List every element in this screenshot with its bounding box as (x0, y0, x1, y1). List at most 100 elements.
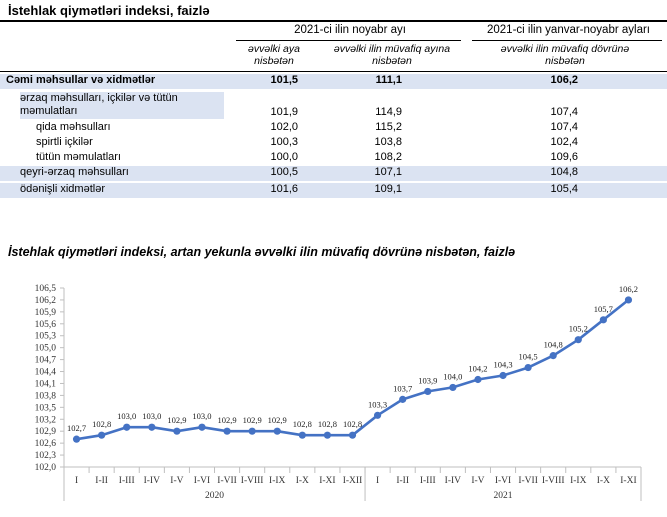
x-tick-label: I-XII (343, 476, 363, 486)
row-value-prev-year-month: 107,1 (374, 166, 402, 178)
data-label: 102,8 (92, 419, 111, 429)
table-row: qida məhsulları 102,0 115,2 107,4 (0, 121, 667, 135)
data-point (323, 431, 332, 439)
header-rule-left (236, 40, 461, 41)
x-tick-label: I-VIII (542, 476, 565, 486)
x-tick-label: I-IV (144, 476, 160, 486)
row-value-prev-year-period: 109,6 (550, 151, 578, 163)
y-tick-label: 102,6 (35, 439, 57, 449)
header-bottom-rule (0, 71, 667, 72)
y-tick-label: 103,2 (35, 415, 57, 425)
y-tick-label: 105,3 (35, 332, 57, 342)
row-value-prev-year-month: 111,1 (375, 74, 402, 86)
x-tick-label: I-VI (495, 476, 511, 486)
data-label: 102,8 (343, 419, 362, 429)
subheader-prev-month: əvvəlki aya nisbətən (248, 43, 300, 67)
x-tick-label: I-II (396, 476, 409, 486)
cpi-line-chart: 102,0 102,3 102,6 102,9 103,2 103,5 103,8 104,1… (35, 284, 642, 501)
data-label: 103,7 (393, 383, 412, 393)
x-tick-label: I-VI (194, 476, 210, 486)
x-tick-label: I-III (420, 476, 436, 486)
data-point (248, 427, 256, 435)
header-november: 2021-ci ilin noyabr ayı (294, 24, 406, 36)
data-label: 104,8 (544, 340, 563, 350)
x-tick-label: I-IV (445, 476, 461, 486)
data-label: 104,5 (519, 352, 538, 362)
data-label: 106,2 (619, 284, 638, 294)
x-tick-label: I-IX (269, 476, 285, 486)
row-label: Cəmi məhsullar və xidmətlər (6, 74, 156, 86)
data-label: 103,9 (418, 375, 437, 385)
data-label: 103,0 (117, 411, 136, 421)
subheader-prev-year-period: əvvəlki ilin müvafiq dövrünə nisbətən (500, 43, 630, 67)
row-value-prev-year-month: 109,1 (374, 183, 402, 195)
x-tick-label: I-X (296, 476, 309, 486)
row-label: ödənişli xidmətlər (20, 183, 105, 195)
data-point (98, 431, 106, 439)
data-label: 102,8 (318, 419, 337, 429)
x-tick-label: I (75, 476, 78, 486)
row-value-prev-month: 102,0 (270, 121, 298, 133)
y-tick-label: 104,7 (35, 356, 57, 366)
data-point (474, 375, 482, 384)
data-label: 102,9 (218, 415, 237, 425)
data-label: 103,0 (192, 411, 211, 421)
table-row: Cəmi məhsullar və xidmətlər 101,5 111,1 … (0, 74, 667, 89)
y-tick-label: 102,9 (35, 427, 57, 437)
data-point (599, 316, 607, 324)
x-tick-label: I-III (119, 476, 135, 486)
y-tick-label: 104,1 (35, 379, 57, 389)
group-label: 2021 (494, 491, 513, 501)
group-label: 2020 (205, 491, 224, 501)
data-label: 105,7 (594, 304, 613, 314)
table-row: qeyri-ərzaq məhsulları 100,5 107,1 104,8 (0, 166, 667, 181)
x-tick-label: I-X (597, 476, 610, 486)
table-top-rule (0, 20, 667, 22)
table-title: İstehlak qiymətləri indeksi, faizlə (8, 3, 210, 18)
x-tick-label: I-II (95, 476, 108, 486)
x-tick-label: I-VII (217, 476, 237, 486)
row-value-prev-month: 100,5 (270, 166, 298, 178)
data-point (223, 427, 231, 435)
row-value-prev-year-period: 107,4 (550, 121, 578, 133)
data-point (574, 336, 582, 344)
row-value-prev-year-period: 106,2 (550, 74, 578, 86)
data-label: 104,3 (493, 360, 512, 370)
header-jan-nov: 2021-ci ilin yanvar-noyabr ayları (487, 24, 650, 36)
table-row: ərzaq məhsulları, içkilər və tütün məmul… (0, 92, 667, 120)
data-point (524, 363, 532, 372)
x-tick-label: I (376, 476, 379, 486)
data-label: 104,2 (468, 363, 487, 373)
row-value-prev-month: 100,3 (270, 136, 298, 148)
data-point (123, 423, 131, 431)
data-point (424, 387, 432, 396)
data-label: 103,0 (142, 411, 161, 421)
data-point (273, 427, 281, 435)
header-rule-right (472, 40, 662, 41)
data-label: 102,9 (167, 415, 186, 425)
data-point (348, 431, 357, 439)
y-tick-label: 102,0 (35, 463, 57, 473)
data-point (399, 395, 407, 403)
data-label: 102,9 (268, 415, 287, 425)
data-point (148, 423, 156, 431)
table-row: ödənişli xidmətlər 101,6 109,1 105,4 (0, 183, 667, 198)
row-label: tütün məmulatları (36, 151, 121, 163)
data-label: 105,2 (569, 324, 588, 334)
x-tick-label: I-XI (620, 476, 636, 486)
data-point (198, 423, 206, 431)
row-value-prev-year-period: 104,8 (550, 166, 578, 178)
chart-title: İstehlak qiymətləri indeksi, artan yekun… (8, 245, 516, 259)
table-row: tütün məmulatları 100,0 108,2 109,6 (0, 151, 667, 165)
data-point (298, 431, 306, 439)
y-tick-label: 103,8 (35, 391, 57, 401)
y-tick-label: 105,9 (35, 308, 57, 318)
data-point (173, 427, 181, 435)
x-tick-label: I-XI (319, 476, 335, 486)
row-label: ərzaq məhsulları, içkilər və tütün məmul… (20, 92, 224, 119)
data-point (72, 435, 81, 443)
x-tick-label: I-VII (518, 476, 538, 486)
y-tick-label: 102,3 (35, 451, 57, 461)
row-value-prev-month: 101,9 (270, 106, 298, 118)
row-value-prev-month: 101,6 (270, 183, 298, 195)
